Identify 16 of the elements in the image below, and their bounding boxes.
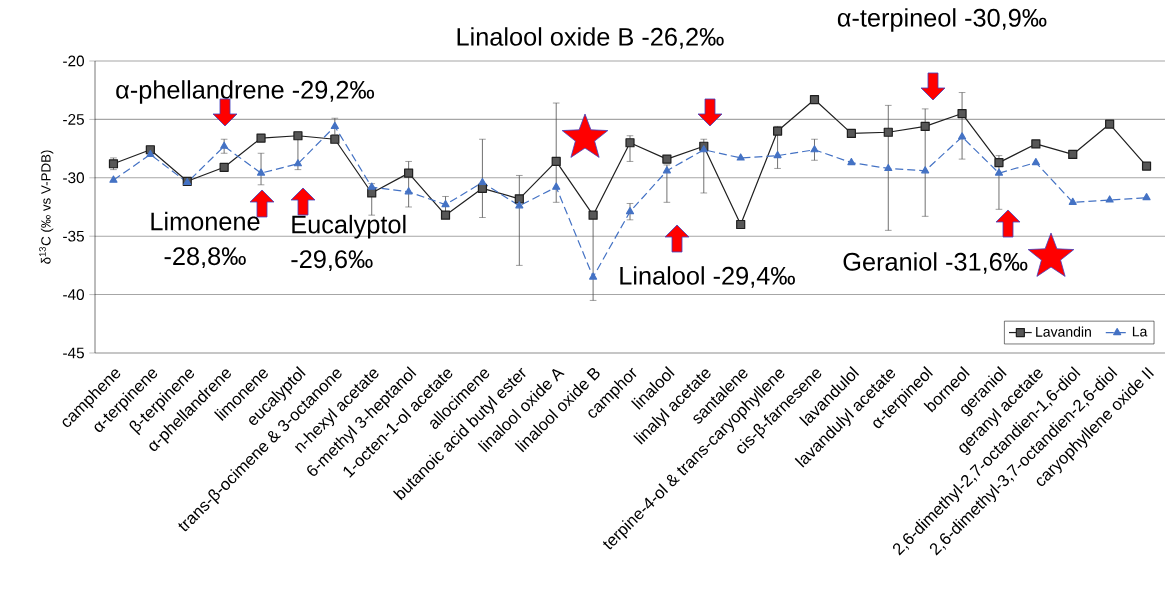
legend-label: La [1132, 326, 1148, 337]
annotation: α-phellandrene -29,2‰ [116, 80, 375, 104]
text: α-terpineol -30,9‰ [837, 8, 1047, 32]
annotation: Linalool -29,4‰ [620, 266, 795, 288]
y-tick-label: -40 [63, 289, 84, 301]
annotation: Geraniol -31,6‰ [843, 252, 1028, 274]
y-tick-label: -30 [63, 172, 84, 184]
annotation: Eucalyptol -29,6‰ [291, 214, 406, 272]
text: Linalool oxide B -26,2‰ [457, 27, 724, 49]
y-axis-title: δ$^{13}$C (‰ vs V-PDB) [39, 150, 54, 264]
y-tick-label: -20 [63, 55, 84, 67]
y-tick-label: -25 [63, 113, 84, 125]
legend-label: Lavandin [1036, 326, 1091, 337]
y-tick-label: -45 [63, 347, 84, 359]
y-tick-label: -35 [63, 230, 84, 242]
annotation: Limonene -28,8‰ [151, 211, 260, 269]
